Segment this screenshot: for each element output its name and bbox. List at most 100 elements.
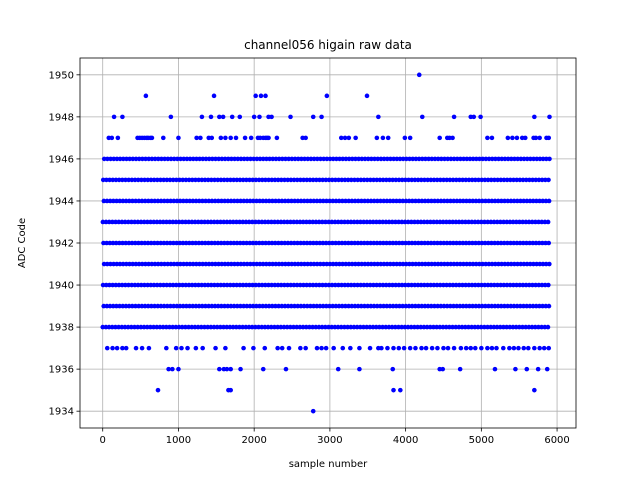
data-point (114, 156, 120, 162)
data-point (380, 219, 386, 225)
data-point (149, 198, 154, 204)
data-point (428, 240, 434, 246)
data-point (545, 219, 551, 225)
data-point (130, 261, 136, 267)
data-point (362, 156, 368, 162)
data-point (210, 156, 215, 162)
data-point (223, 345, 228, 351)
data-point (539, 282, 545, 288)
data-point (295, 156, 301, 162)
data-point (266, 177, 271, 183)
data-point (120, 303, 126, 309)
data-point (543, 198, 549, 204)
data-point (340, 345, 346, 351)
data-point (460, 282, 465, 288)
data-point (303, 135, 308, 141)
data-point (396, 240, 402, 246)
data-point (185, 345, 190, 351)
data-point (155, 198, 161, 204)
data-point (544, 366, 550, 372)
data-point (158, 198, 164, 204)
data-point (285, 240, 291, 246)
data-point (250, 219, 255, 225)
data-point (459, 324, 465, 330)
data-point (183, 219, 188, 225)
data-point (130, 198, 135, 204)
x-tick-label: 4000 (393, 435, 418, 446)
data-point (289, 303, 294, 309)
data-point (329, 282, 335, 288)
data-point (254, 156, 260, 162)
data-point (193, 282, 198, 288)
data-point (250, 282, 255, 288)
data-point (295, 261, 301, 267)
data-point (152, 261, 158, 267)
data-point (313, 324, 319, 330)
data-point (397, 261, 403, 267)
data-point (389, 219, 395, 225)
data-point (453, 177, 459, 183)
data-point (270, 156, 276, 162)
data-point (407, 345, 413, 351)
data-point (319, 345, 324, 351)
data-point (477, 156, 482, 162)
data-point (432, 198, 437, 204)
data-point (543, 261, 549, 267)
data-point (365, 156, 371, 162)
data-point (466, 324, 471, 330)
data-point (406, 282, 411, 288)
data-point (193, 303, 199, 309)
data-point (326, 219, 331, 225)
data-point (249, 324, 255, 330)
data-point (179, 345, 184, 351)
data-point (469, 177, 475, 183)
data-point (149, 303, 154, 309)
data-point (294, 177, 300, 183)
data-point (361, 219, 366, 225)
data-point (527, 261, 533, 267)
data-point (310, 408, 316, 414)
data-point (187, 240, 192, 246)
data-point (463, 219, 468, 225)
data-point (501, 345, 506, 351)
data-point (143, 156, 148, 162)
data-point (221, 219, 227, 225)
data-point (115, 135, 121, 141)
data-point (253, 240, 259, 246)
data-point (200, 261, 205, 267)
data-point (471, 114, 477, 120)
data-point (478, 324, 484, 330)
data-point (491, 219, 497, 225)
data-point (126, 177, 131, 183)
data-point (273, 156, 279, 162)
data-point (473, 198, 479, 204)
data-point (464, 198, 469, 204)
data-point (218, 324, 223, 330)
data-point (434, 282, 440, 288)
data-point (108, 156, 113, 162)
data-point (171, 240, 176, 246)
data-point (304, 177, 310, 183)
data-point (282, 240, 288, 246)
data-point (335, 324, 341, 330)
data-point (480, 261, 485, 267)
data-point (183, 282, 189, 288)
data-point (151, 324, 156, 330)
data-point (381, 156, 387, 162)
data-point (431, 219, 436, 225)
data-point (456, 324, 462, 330)
data-point (224, 324, 230, 330)
data-point (429, 156, 435, 162)
x-tick-label: 5000 (469, 435, 494, 446)
data-point (515, 198, 520, 204)
data-point (135, 177, 141, 183)
data-point (119, 324, 125, 330)
data-point (282, 198, 288, 204)
data-point (116, 219, 122, 225)
data-point (215, 240, 221, 246)
data-point (393, 177, 399, 183)
data-point (442, 261, 447, 267)
data-point (330, 303, 335, 309)
data-point (275, 177, 281, 183)
data-point (444, 219, 449, 225)
